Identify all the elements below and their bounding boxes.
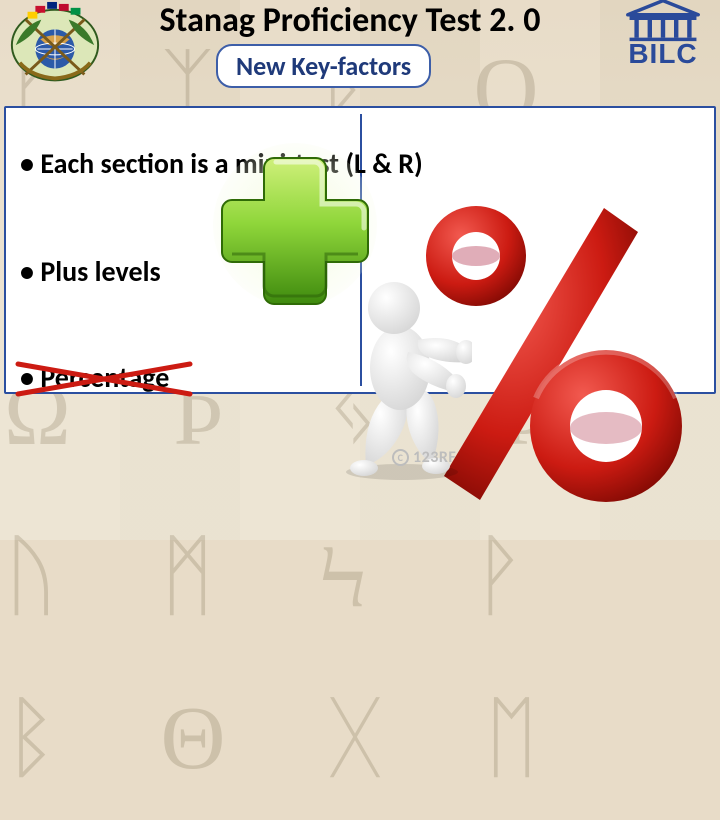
subtitle-box: New Key-factors [216, 44, 431, 88]
stock-watermark: C 123RF [392, 448, 456, 467]
bullet-item: • Percentage [20, 360, 169, 395]
slide: BILC Stanag Proficiency Test 2. 0 New Ke… [0, 0, 720, 540]
bullet-dot-icon: • [20, 360, 34, 395]
clipart-figure: C 123RF [182, 136, 602, 516]
bullet-text: Percentage [40, 360, 169, 395]
bullet-item: • Plus levels [20, 254, 161, 289]
bullet-dot-icon: • [20, 254, 34, 289]
bullet-dot-icon: • [20, 146, 34, 181]
bilc-logo: BILC [612, 0, 714, 84]
temple-icon [619, 0, 707, 42]
bullet-text: Plus levels [40, 254, 160, 289]
plus-icon [210, 140, 380, 310]
crest-logo-icon [6, 0, 104, 86]
copyright-icon: C [392, 449, 409, 466]
bilc-text: BILC [628, 38, 697, 70]
watermark-text: 123RF [413, 448, 456, 467]
slide-title: Stanag Proficiency Test 2. 0 [110, 0, 590, 41]
